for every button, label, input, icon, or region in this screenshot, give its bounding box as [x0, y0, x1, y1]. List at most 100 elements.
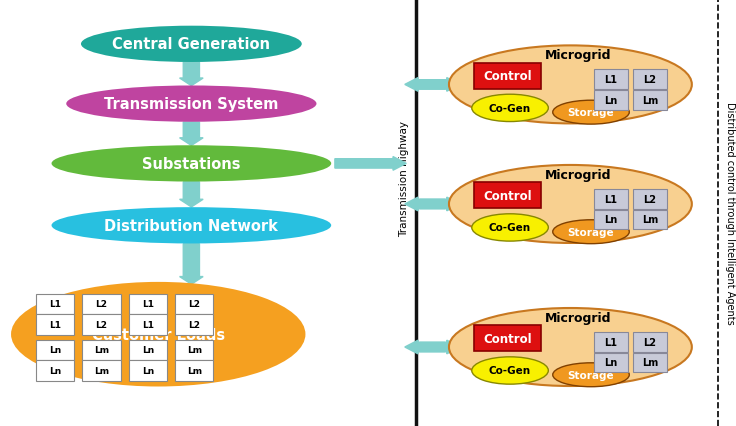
Text: L1: L1	[49, 299, 61, 309]
FancyArrow shape	[420, 78, 460, 92]
FancyArrow shape	[180, 244, 203, 285]
Text: L2: L2	[188, 299, 200, 309]
FancyBboxPatch shape	[82, 360, 121, 381]
FancyBboxPatch shape	[594, 70, 628, 90]
Text: L1: L1	[49, 320, 61, 329]
Ellipse shape	[52, 207, 331, 244]
FancyBboxPatch shape	[129, 314, 167, 335]
Text: L1: L1	[604, 75, 618, 85]
FancyArrow shape	[405, 198, 445, 211]
Ellipse shape	[81, 26, 302, 63]
Text: Microgrid: Microgrid	[545, 311, 611, 324]
Text: Co-Gen: Co-Gen	[489, 104, 531, 114]
Text: L1: L1	[142, 299, 154, 309]
Text: Lm: Lm	[642, 357, 658, 368]
Text: Ln: Ln	[604, 95, 618, 106]
FancyArrow shape	[405, 78, 445, 92]
FancyArrow shape	[335, 157, 406, 171]
FancyArrow shape	[180, 123, 203, 146]
Text: L2: L2	[643, 194, 657, 204]
FancyBboxPatch shape	[175, 360, 213, 381]
Text: Microgrid: Microgrid	[545, 168, 611, 181]
FancyBboxPatch shape	[175, 340, 213, 360]
Ellipse shape	[66, 86, 316, 123]
Text: Customer Loads: Customer Loads	[92, 327, 224, 342]
Text: Transmission System: Transmission System	[105, 97, 278, 112]
Text: L2: L2	[188, 320, 200, 329]
FancyBboxPatch shape	[82, 294, 121, 314]
Text: Distribution Network: Distribution Network	[105, 218, 278, 233]
FancyBboxPatch shape	[633, 353, 667, 372]
FancyBboxPatch shape	[633, 332, 667, 352]
Text: L2: L2	[96, 320, 107, 329]
FancyBboxPatch shape	[82, 314, 121, 335]
Text: Substations: Substations	[142, 156, 241, 172]
Ellipse shape	[449, 46, 692, 124]
Text: Storage: Storage	[567, 227, 615, 237]
Ellipse shape	[52, 146, 331, 182]
FancyBboxPatch shape	[594, 91, 628, 110]
FancyBboxPatch shape	[36, 294, 74, 314]
Text: Co-Gen: Co-Gen	[489, 366, 531, 376]
FancyBboxPatch shape	[36, 360, 74, 381]
Text: L1: L1	[604, 337, 618, 347]
FancyBboxPatch shape	[36, 314, 74, 335]
FancyBboxPatch shape	[175, 314, 213, 335]
Text: L2: L2	[643, 337, 657, 347]
Text: Ln: Ln	[604, 215, 618, 225]
Text: Lm: Lm	[187, 366, 202, 375]
FancyArrow shape	[420, 340, 460, 354]
Text: Control: Control	[484, 190, 532, 202]
Text: L1: L1	[142, 320, 154, 329]
FancyBboxPatch shape	[129, 360, 167, 381]
Ellipse shape	[472, 214, 548, 242]
Text: L1: L1	[604, 194, 618, 204]
FancyBboxPatch shape	[175, 294, 213, 314]
Text: Co-Gen: Co-Gen	[489, 223, 531, 233]
Text: Ln: Ln	[142, 366, 154, 375]
Text: Ln: Ln	[49, 345, 61, 355]
Text: Distributed control through Intelligent Agents: Distributed control through Intelligent …	[725, 102, 735, 324]
FancyBboxPatch shape	[594, 210, 628, 230]
Ellipse shape	[472, 95, 548, 122]
Text: Control: Control	[484, 70, 532, 83]
FancyBboxPatch shape	[594, 190, 628, 209]
FancyArrow shape	[180, 182, 203, 207]
FancyBboxPatch shape	[475, 183, 541, 209]
FancyBboxPatch shape	[475, 325, 541, 352]
FancyArrow shape	[180, 63, 203, 86]
Text: Ln: Ln	[604, 357, 618, 368]
Text: Storage: Storage	[567, 370, 615, 380]
Text: Ln: Ln	[142, 345, 154, 355]
FancyBboxPatch shape	[36, 340, 74, 360]
FancyArrow shape	[420, 198, 460, 211]
Text: Lm: Lm	[187, 345, 202, 355]
FancyBboxPatch shape	[633, 70, 667, 90]
FancyBboxPatch shape	[594, 353, 628, 372]
Ellipse shape	[449, 308, 692, 386]
Text: Ln: Ln	[49, 366, 61, 375]
FancyBboxPatch shape	[633, 91, 667, 110]
Text: Lm: Lm	[94, 366, 109, 375]
Text: Lm: Lm	[642, 95, 658, 106]
Text: Storage: Storage	[567, 108, 615, 118]
Ellipse shape	[553, 101, 629, 125]
Text: Microgrid: Microgrid	[545, 49, 611, 62]
Ellipse shape	[11, 282, 305, 387]
FancyBboxPatch shape	[82, 340, 121, 360]
Text: Central Generation: Central Generation	[113, 37, 270, 52]
Ellipse shape	[472, 357, 548, 384]
FancyBboxPatch shape	[129, 294, 167, 314]
FancyBboxPatch shape	[594, 332, 628, 352]
Text: L2: L2	[96, 299, 107, 309]
Ellipse shape	[449, 166, 692, 243]
Text: L2: L2	[643, 75, 657, 85]
Ellipse shape	[553, 363, 629, 387]
FancyBboxPatch shape	[475, 63, 541, 89]
Text: Transmission Highway: Transmission Highway	[399, 121, 409, 237]
Text: Control: Control	[484, 332, 532, 345]
FancyBboxPatch shape	[633, 210, 667, 230]
FancyBboxPatch shape	[633, 190, 667, 209]
Ellipse shape	[553, 220, 629, 244]
Text: Lm: Lm	[642, 215, 658, 225]
